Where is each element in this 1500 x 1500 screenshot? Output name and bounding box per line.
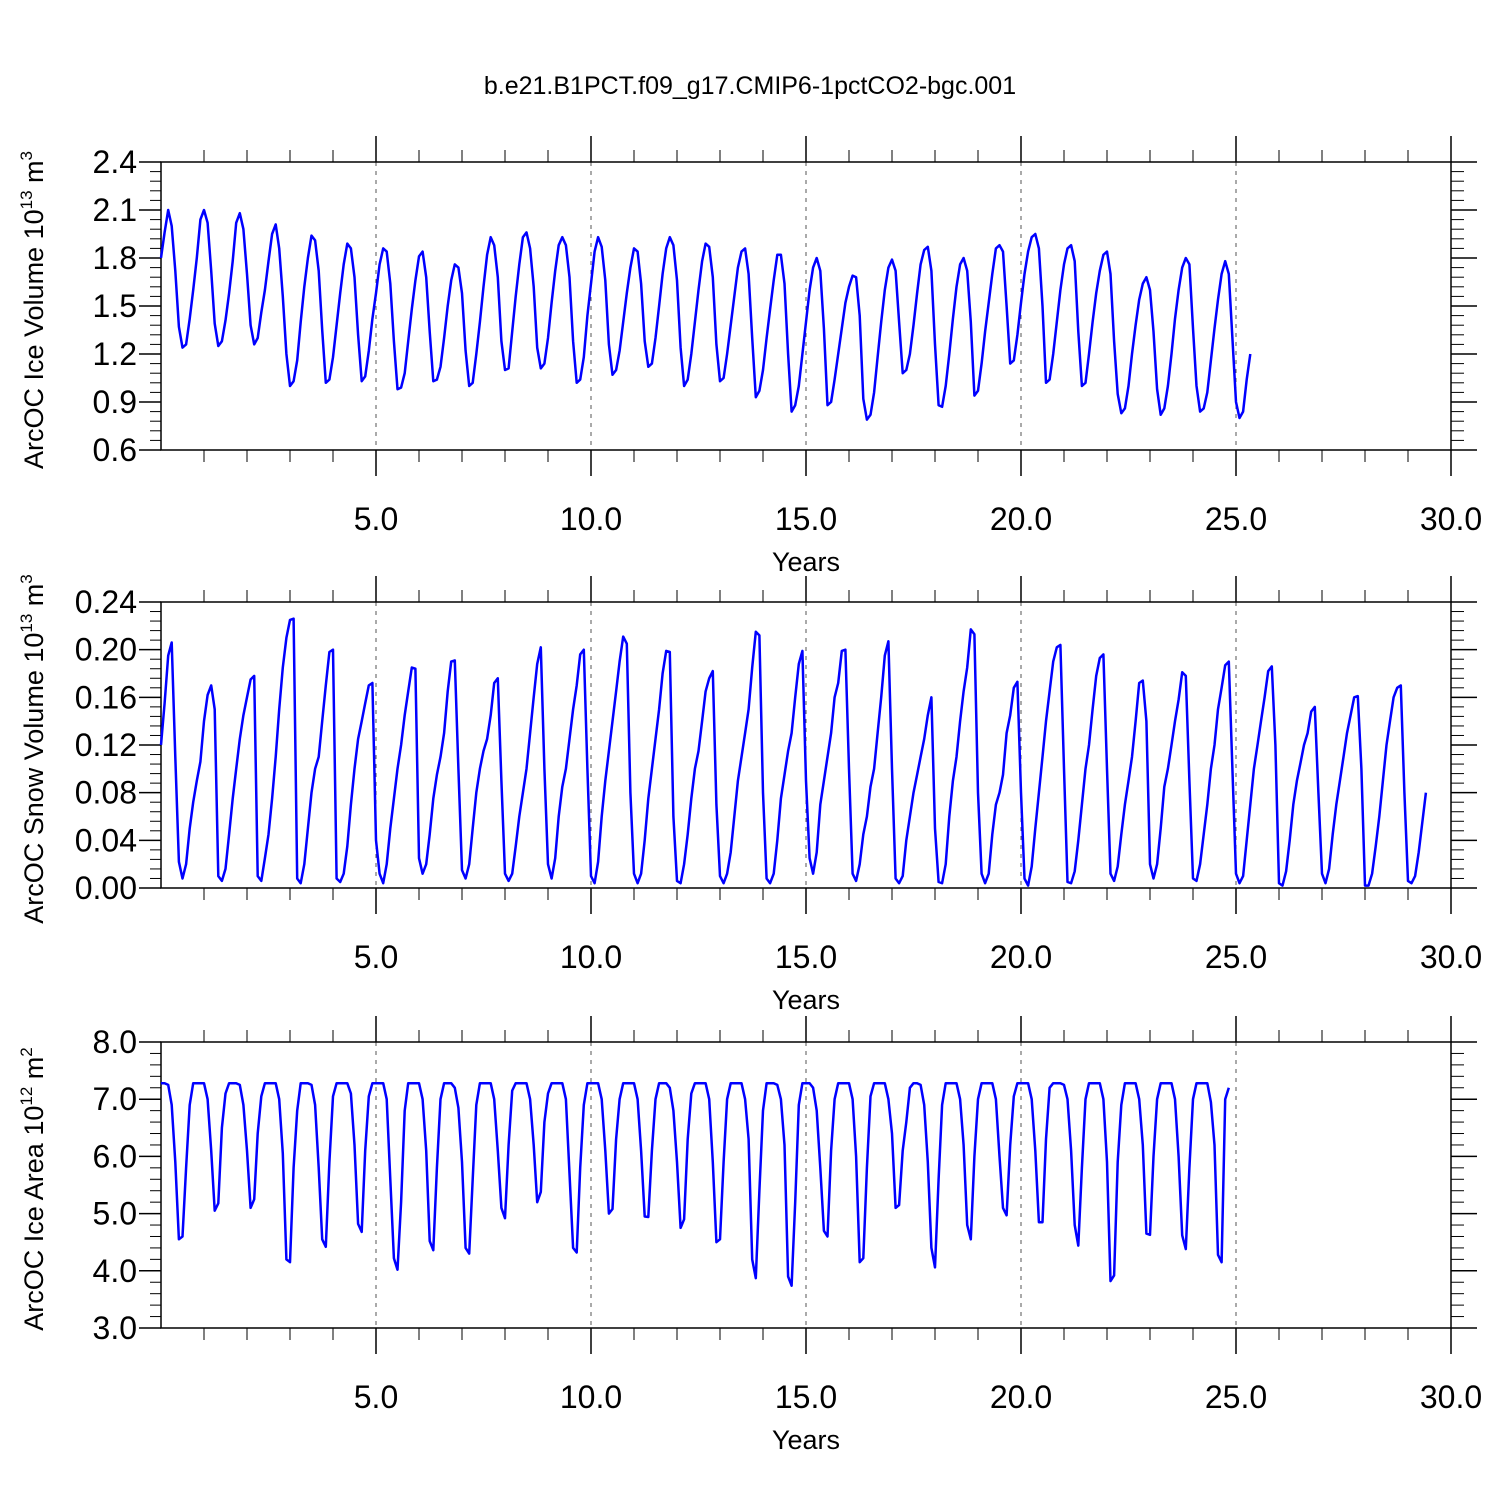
x-tick-label: 25.0 bbox=[1205, 939, 1267, 975]
y-axis-label: ArcOC Snow Volume 1013 m3 bbox=[17, 574, 49, 924]
ice-volume-series-line bbox=[159, 208, 1252, 421]
x-tick-labels: 5.0 10.0 15.0 20.0 25.0 30.0 bbox=[354, 939, 1482, 975]
y-tick-label: 7.0 bbox=[93, 1081, 137, 1117]
snow-volume-series-line bbox=[159, 617, 1428, 887]
x-tick-label: 30.0 bbox=[1420, 939, 1482, 975]
x-tick-label: 5.0 bbox=[354, 501, 398, 537]
y-tick-label: 6.0 bbox=[93, 1138, 137, 1174]
y-axis-label-base: ArcOC Snow Volume 10 bbox=[19, 633, 49, 924]
x-tick-label: 15.0 bbox=[775, 1379, 837, 1415]
x-tick-label: 5.0 bbox=[354, 1379, 398, 1415]
y-tick-label: 0.16 bbox=[75, 679, 137, 715]
y-tick-label: 1.5 bbox=[93, 288, 137, 324]
y-axis-label: ArcOC Ice Volume 1013 m3 bbox=[17, 151, 49, 469]
chart-title: b.e21.B1PCT.f09_g17.CMIP6-1pctCO2-bgc.00… bbox=[484, 72, 1016, 100]
x-tick-label: 15.0 bbox=[775, 501, 837, 537]
grid-lines bbox=[375, 1042, 1237, 1328]
y-tick-label: 0.24 bbox=[75, 584, 137, 620]
grid-lines bbox=[375, 162, 1237, 450]
y-tick-label: 1.2 bbox=[93, 336, 137, 372]
y-axis-label-unit-exponent: 3 bbox=[17, 574, 36, 583]
x-tick-labels: 5.0 10.0 15.0 20.0 25.0 30.0 bbox=[354, 1379, 1482, 1415]
minor-ticks bbox=[150, 590, 1464, 900]
y-tick-label: 0.04 bbox=[75, 822, 137, 858]
x-tick-label: 20.0 bbox=[990, 939, 1052, 975]
major-ticks bbox=[139, 1016, 1477, 1354]
y-axis-label-base: ArcOC Ice Volume 10 bbox=[19, 209, 49, 469]
y-tick-label: 0.20 bbox=[75, 632, 137, 668]
y-axis-label-unit-exponent: 2 bbox=[17, 1047, 36, 1056]
x-tick-label: 20.0 bbox=[990, 1379, 1052, 1415]
y-axis-label-base: ArcOC Ice Area 10 bbox=[19, 1106, 49, 1331]
y-tick-label: 8.0 bbox=[93, 1024, 137, 1060]
x-tick-label: 25.0 bbox=[1205, 1379, 1267, 1415]
y-axis-label: ArcOC Ice Area 1012 m2 bbox=[17, 1047, 49, 1331]
x-axis-label: Years bbox=[772, 1425, 840, 1455]
snow-volume-panel: 5.0 10.0 15.0 20.0 25.0 30.0 0.00 0.04 0.08 0.12… bbox=[17, 574, 1482, 1015]
y-axis-label-exponent: 12 bbox=[17, 1087, 36, 1106]
x-tick-label: 30.0 bbox=[1420, 1379, 1482, 1415]
x-tick-label: 10.0 bbox=[560, 1379, 622, 1415]
y-tick-label: 3.0 bbox=[93, 1310, 137, 1346]
x-tick-label: 15.0 bbox=[775, 939, 837, 975]
y-tick-labels: 0.00 0.04 0.08 0.12 0.16 0.20 0.24 bbox=[75, 584, 137, 906]
ice-area-series-line bbox=[161, 1081, 1230, 1287]
minor-ticks bbox=[150, 1030, 1464, 1340]
x-tick-label: 30.0 bbox=[1420, 501, 1482, 537]
x-axis-label: Years bbox=[772, 985, 840, 1015]
major-ticks bbox=[139, 576, 1477, 914]
y-tick-label: 0.6 bbox=[93, 432, 137, 468]
y-tick-label: 2.1 bbox=[93, 192, 137, 228]
x-tick-label: 5.0 bbox=[354, 939, 398, 975]
y-axis-label-exponent: 13 bbox=[17, 614, 36, 633]
plot-frame bbox=[160, 1041, 1452, 1329]
y-axis-label-unit: m bbox=[19, 584, 49, 614]
y-tick-label: 0.9 bbox=[93, 384, 137, 420]
y-tick-label: 2.4 bbox=[93, 144, 137, 180]
y-tick-label: 0.00 bbox=[75, 870, 137, 906]
y-axis-label-unit-exponent: 3 bbox=[17, 151, 36, 160]
ice-area-panel: 5.0 10.0 15.0 20.0 25.0 30.0 3.0 4.0 5.0 6.0 7.0 8… bbox=[17, 1016, 1482, 1455]
ice-volume-panel: 5.0 10.0 15.0 20.0 25.0 30.0 0.6 0.9 1.2 1.5 1.8 2… bbox=[17, 136, 1482, 577]
y-tick-label: 4.0 bbox=[93, 1253, 137, 1289]
y-tick-label: 0.08 bbox=[75, 775, 137, 811]
y-axis-label-unit: m bbox=[19, 160, 49, 190]
y-tick-label: 1.8 bbox=[93, 240, 137, 276]
x-tick-label: 25.0 bbox=[1205, 501, 1267, 537]
x-tick-label: 10.0 bbox=[560, 501, 622, 537]
minor-ticks bbox=[150, 150, 1464, 462]
plot-frame bbox=[160, 161, 1452, 451]
major-ticks bbox=[139, 136, 1477, 476]
y-tick-labels: 0.6 0.9 1.2 1.5 1.8 2.1 2.4 bbox=[93, 144, 137, 468]
grid-lines bbox=[375, 602, 1237, 888]
y-tick-label: 0.12 bbox=[75, 727, 137, 763]
y-axis-label-unit: m bbox=[19, 1057, 49, 1087]
x-tick-label: 20.0 bbox=[990, 501, 1052, 537]
x-axis-label: Years bbox=[772, 547, 840, 577]
x-tick-labels: 5.0 10.0 15.0 20.0 25.0 30.0 bbox=[354, 501, 1482, 537]
y-axis-label-exponent: 13 bbox=[17, 190, 36, 209]
y-tick-label: 5.0 bbox=[93, 1196, 137, 1232]
x-tick-label: 10.0 bbox=[560, 939, 622, 975]
y-tick-labels: 3.0 4.0 5.0 6.0 7.0 8.0 bbox=[93, 1024, 137, 1346]
